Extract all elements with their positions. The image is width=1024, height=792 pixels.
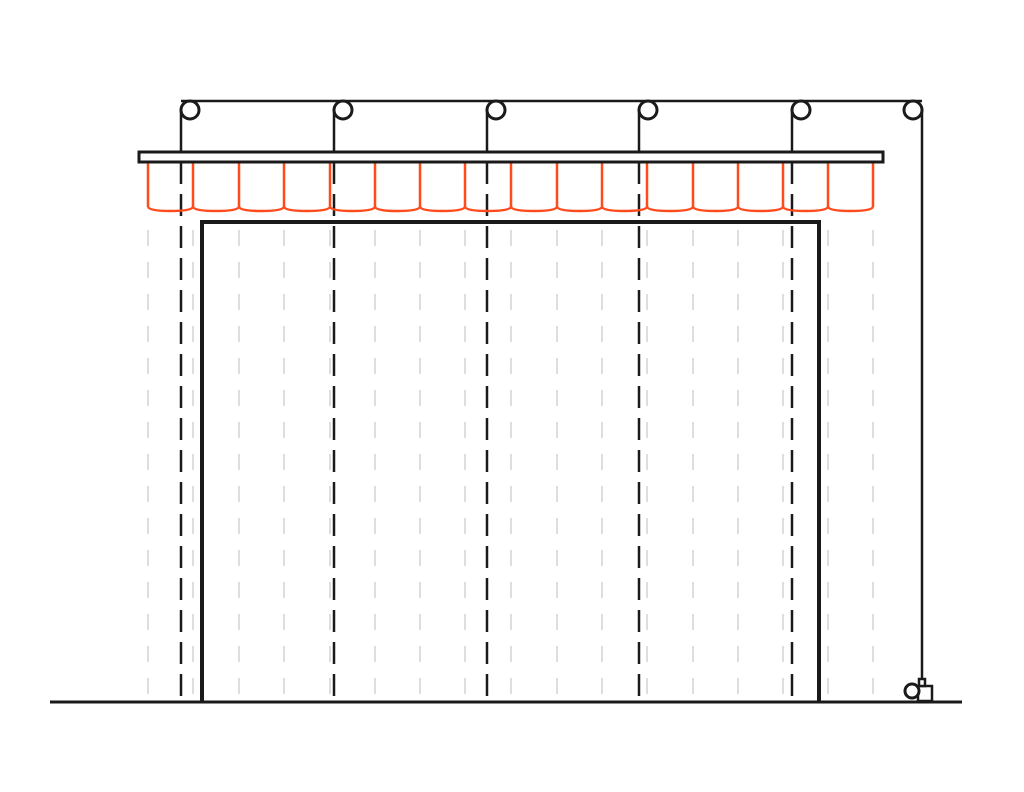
pulley-icon xyxy=(332,99,354,121)
head-rail xyxy=(137,150,885,164)
door-frame xyxy=(200,220,821,702)
pulley-icon xyxy=(179,99,201,121)
pulley-icon xyxy=(637,99,659,121)
motor-icon xyxy=(903,682,921,700)
pulley-icon xyxy=(790,99,812,121)
pulley-icon xyxy=(902,99,924,121)
fabric-folds xyxy=(146,163,875,213)
pulley-icon xyxy=(485,99,507,121)
motor-cap xyxy=(917,677,927,688)
